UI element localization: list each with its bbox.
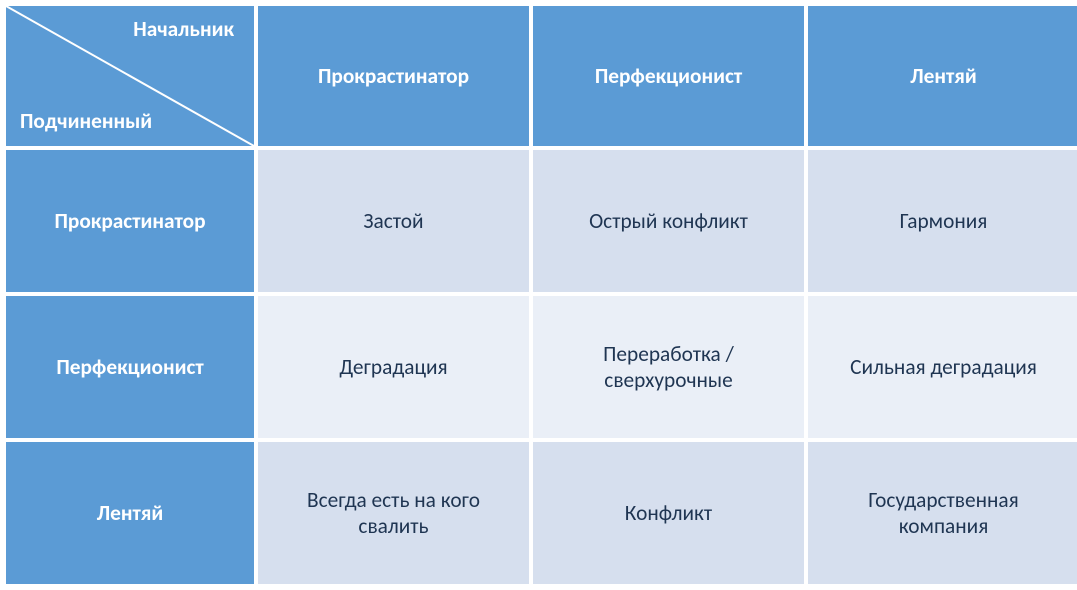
data-cell-value: Острый конфликт bbox=[589, 208, 748, 234]
axis-label-top: Начальник bbox=[133, 16, 234, 42]
column-header-label: Прокрастинатор bbox=[318, 63, 469, 89]
data-cell: Сильная деградация bbox=[806, 294, 1077, 440]
column-header: Перфекционист bbox=[531, 4, 806, 148]
data-cell: Острый конфликт bbox=[531, 148, 806, 294]
column-header-label: Перфекционист bbox=[595, 63, 742, 89]
data-cell: Государственная компания bbox=[806, 440, 1077, 586]
row-header-label: Прокрастинатор bbox=[54, 208, 205, 234]
row-header: Перфекционист bbox=[4, 294, 256, 440]
matrix-table: Начальник Подчиненный Прокрастинатор Пер… bbox=[4, 4, 1077, 586]
row-header-label: Лентяй bbox=[97, 500, 164, 526]
data-cell-value: Гармония bbox=[900, 208, 988, 234]
column-header: Лентяй bbox=[806, 4, 1077, 148]
data-cell: Переработка / сверхурочные bbox=[531, 294, 806, 440]
data-cell-value: Сильная деградация bbox=[850, 354, 1037, 380]
data-cell-value: Всегда есть на кого свалить bbox=[307, 487, 480, 539]
data-cell: Конфликт bbox=[531, 440, 806, 586]
data-cell: Деградация bbox=[256, 294, 531, 440]
row-header: Лентяй bbox=[4, 440, 256, 586]
data-cell-value: Государственная компания bbox=[868, 487, 1019, 539]
data-cell: Всегда есть на кого свалить bbox=[256, 440, 531, 586]
corner-cell: Начальник Подчиненный bbox=[4, 4, 256, 148]
data-cell-value: Конфликт bbox=[625, 500, 712, 526]
data-cell-value: Застой bbox=[363, 208, 423, 234]
row-header: Прокрастинатор bbox=[4, 148, 256, 294]
data-cell: Гармония bbox=[806, 148, 1077, 294]
column-header-label: Лентяй bbox=[910, 63, 977, 89]
axis-label-bottom: Подчиненный bbox=[20, 108, 152, 134]
column-header: Прокрастинатор bbox=[256, 4, 531, 148]
data-cell-value: Переработка / сверхурочные bbox=[603, 341, 734, 393]
data-cell: Застой bbox=[256, 148, 531, 294]
data-cell-value: Деградация bbox=[339, 354, 447, 380]
row-header-label: Перфекционист bbox=[56, 354, 203, 380]
